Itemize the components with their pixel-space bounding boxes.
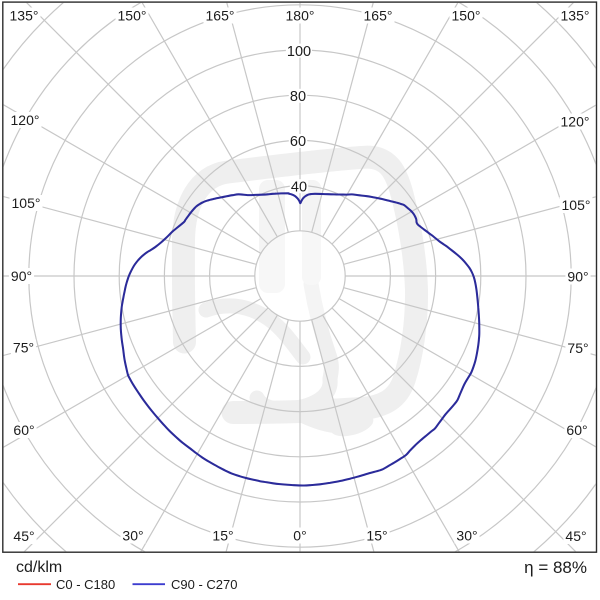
svg-text:120°: 120° [11,112,40,128]
svg-text:150°: 150° [452,8,481,24]
svg-text:C0 - C180: C0 - C180 [56,577,115,592]
svg-text:η = 88%: η = 88% [524,558,587,577]
svg-text:15°: 15° [366,528,387,544]
svg-text:75°: 75° [567,340,588,356]
svg-text:0°: 0° [293,528,306,544]
svg-text:90°: 90° [11,268,32,284]
svg-text:30°: 30° [456,528,477,544]
svg-text:135°: 135° [10,8,39,24]
svg-text:60: 60 [290,134,306,150]
svg-text:120°: 120° [561,114,590,130]
svg-text:105°: 105° [562,197,591,213]
svg-text:165°: 165° [206,8,235,24]
svg-text:15°: 15° [212,528,233,544]
svg-text:165°: 165° [364,8,393,24]
svg-text:60°: 60° [566,422,587,438]
svg-text:105°: 105° [12,195,41,211]
svg-text:40: 40 [291,179,307,195]
svg-text:45°: 45° [13,528,34,544]
svg-text:C90 - C270: C90 - C270 [171,577,237,592]
svg-text:100: 100 [287,44,311,60]
svg-text:80: 80 [290,89,306,105]
svg-text:75°: 75° [13,340,34,356]
svg-text:150°: 150° [118,8,147,24]
svg-text:90°: 90° [567,269,588,285]
svg-text:cd/klm: cd/klm [16,559,62,576]
svg-text:135°: 135° [561,8,590,24]
svg-text:180°: 180° [286,8,315,24]
svg-text:45°: 45° [565,528,586,544]
svg-text:60°: 60° [13,422,34,438]
svg-text:30°: 30° [122,528,143,544]
